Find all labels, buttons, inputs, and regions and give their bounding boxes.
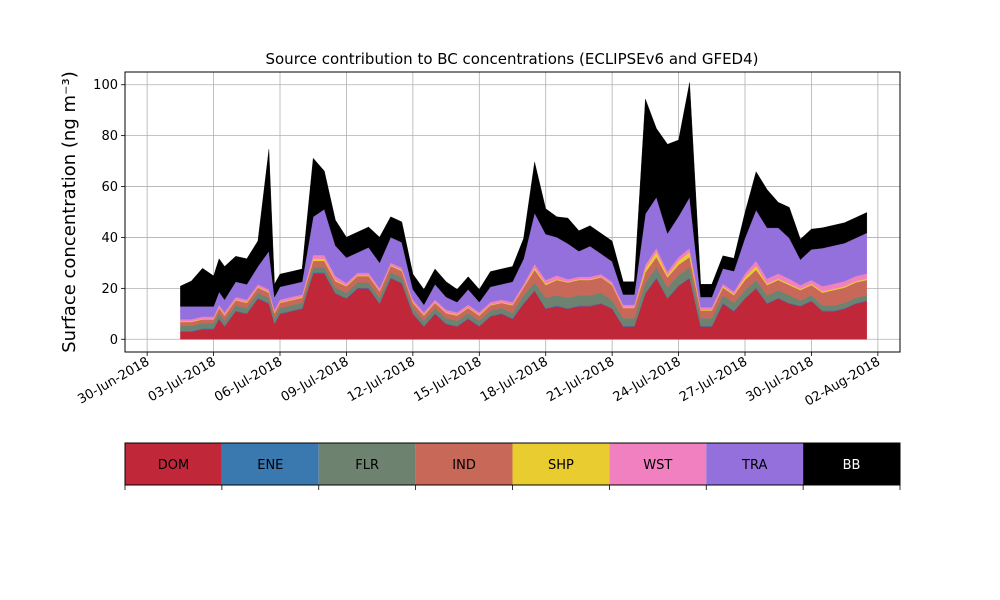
y-tick-label: 0 [110, 333, 118, 348]
y-tick-label: 100 [93, 78, 118, 93]
legend-label-flr: FLR [355, 458, 379, 473]
x-tick-label: 15-Jul-2018 [411, 354, 484, 405]
legend-label-shp: SHP [548, 458, 574, 473]
area-series-group [180, 82, 867, 340]
y-tick-label: 80 [101, 129, 118, 144]
x-tick-label: 09-Jul-2018 [279, 354, 352, 405]
legend-swatch-shp [512, 443, 610, 485]
legend-swatch-dom [125, 443, 222, 485]
x-tick-label: 02-Aug-2018 [803, 354, 883, 409]
legend-swatch-tra [706, 443, 804, 485]
x-tick-label: 03-Jul-2018 [146, 354, 219, 405]
y-tick-label: 20 [101, 282, 118, 297]
legend-swatch-bb [803, 443, 900, 485]
area-series-bb [180, 82, 867, 307]
legend-frame [124, 442, 901, 486]
x-tick-label: 24-Jul-2018 [611, 354, 684, 405]
legend-swatch-wst [609, 443, 707, 485]
legend-swatch-ind [415, 443, 513, 485]
legend-swatch-flr [318, 443, 416, 485]
y-tick-label: 40 [101, 231, 118, 246]
x-tick-label: 30-Jun-2018 [75, 354, 152, 407]
legend-label-dom: DOM [158, 458, 189, 473]
legend-label-ene: ENE [257, 458, 283, 473]
x-tick-label: 18-Jul-2018 [478, 354, 551, 405]
chart-title: Source contribution to BC concentrations… [265, 50, 758, 68]
plot-frame [124, 71, 901, 353]
y-axis-label: Surface concentration (ng m⁻³) [59, 71, 80, 353]
x-tick-label: 12-Jul-2018 [345, 354, 418, 405]
legend-swatch-ene [221, 443, 319, 485]
legend-label-wst: WST [643, 458, 672, 473]
x-tick-label: 21-Jul-2018 [544, 354, 617, 405]
x-tick-label: 06-Jul-2018 [212, 354, 285, 405]
legend-label-tra: TRA [741, 458, 767, 473]
x-tick-label: 27-Jul-2018 [677, 354, 750, 405]
y-tick-label: 60 [101, 180, 118, 195]
legend: DOM ENE FLR IND SHP WST TRA BB [124, 442, 901, 490]
legend-label-ind: IND [452, 458, 476, 473]
legend-label-bb: BB [843, 458, 861, 473]
